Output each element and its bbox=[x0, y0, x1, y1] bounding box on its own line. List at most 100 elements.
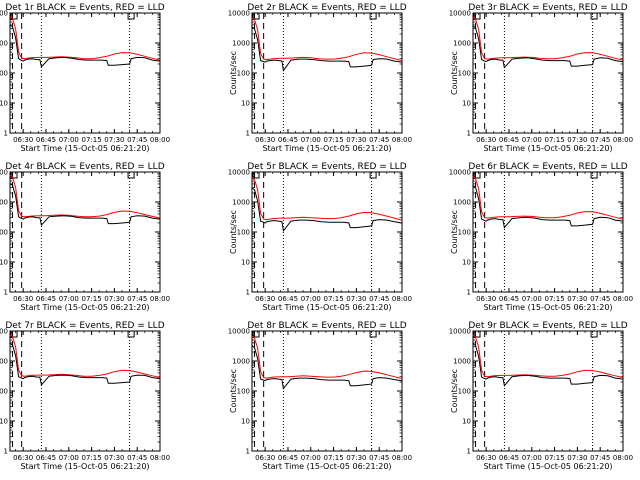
x-axis-label: Start Time (15-Oct-05 06:21:20) bbox=[262, 303, 391, 312]
y-tick-label: 100 bbox=[458, 229, 471, 237]
y-tick-label: 1000 bbox=[453, 199, 471, 207]
top-bracket-marker bbox=[473, 172, 481, 179]
y-tick-label: 1 bbox=[4, 448, 8, 456]
y-tick-label: 1000 bbox=[0, 199, 8, 207]
series-lld-line bbox=[251, 335, 403, 380]
x-axis-label: Start Time (15-Oct-05 06:21:20) bbox=[20, 303, 149, 312]
top-bracket-marker bbox=[369, 172, 377, 179]
series-lld-line bbox=[472, 176, 624, 220]
series-events-line bbox=[251, 187, 403, 233]
x-tick-label: 07:00 bbox=[301, 454, 321, 462]
series-events-line bbox=[472, 25, 624, 69]
x-tick-label: 07:15 bbox=[544, 136, 564, 144]
top-bracket-marker bbox=[590, 331, 598, 338]
x-tick-label: 07:15 bbox=[323, 136, 343, 144]
series-lld-line bbox=[9, 174, 161, 219]
x-tick-label: 07:00 bbox=[522, 136, 542, 144]
y-tick-label: 100 bbox=[237, 70, 250, 78]
chart-panel-8: Det 8r BLACK = Events, RED = LLD 1 10 100 10… bbox=[228, 321, 412, 471]
y-tick-label: 1 bbox=[246, 130, 250, 138]
x-tick-label: 07:30 bbox=[346, 295, 366, 303]
chart-title: Det 2r BLACK = Events, RED = LLD bbox=[247, 3, 406, 13]
series-events-line bbox=[472, 184, 624, 229]
top-bracket-marker bbox=[473, 13, 481, 20]
x-tick-label: 07:30 bbox=[567, 136, 587, 144]
y-tick-label: 100 bbox=[458, 70, 471, 78]
x-tick-label: 06:30 bbox=[13, 295, 33, 303]
x-tick-label: 07:30 bbox=[567, 295, 587, 303]
plot-frame bbox=[472, 171, 624, 293]
x-tick-label: 07:45 bbox=[369, 295, 389, 303]
top-bracket-marker bbox=[127, 13, 135, 20]
top-bracket-marker bbox=[590, 13, 598, 20]
x-axis-label: Start Time (15-Oct-05 06:21:20) bbox=[262, 462, 391, 471]
series-lld-line bbox=[251, 177, 403, 221]
x-tick-label: 07:30 bbox=[346, 454, 366, 462]
y-tick-label: 10000 bbox=[0, 328, 8, 336]
x-tick-label: 07:45 bbox=[590, 454, 610, 462]
y-tick-label: 10 bbox=[0, 100, 8, 108]
x-tick-label: 08:00 bbox=[613, 295, 633, 303]
series-events-line bbox=[9, 342, 161, 386]
y-tick-label: 10 bbox=[241, 259, 250, 267]
y-tick-label: 1000 bbox=[453, 40, 471, 48]
x-tick-label: 08:00 bbox=[392, 295, 412, 303]
plot-frame bbox=[9, 12, 161, 134]
x-tick-label: 06:45 bbox=[278, 295, 298, 303]
y-tick-label: 1 bbox=[246, 289, 250, 297]
chart-panel-6: Det 6r BLACK = Events, RED = LLD 1 10 100 10… bbox=[449, 162, 633, 312]
chart-title: Det 7r BLACK = Events, RED = LLD bbox=[5, 321, 164, 331]
x-tick-label: 07:00 bbox=[301, 295, 321, 303]
plot-frame bbox=[251, 171, 403, 293]
plot-frame bbox=[472, 12, 624, 134]
y-tick-label: 10 bbox=[0, 418, 8, 426]
chart-panel-1: Det 1r BLACK = Events, RED = LLD 1 10 100 10… bbox=[0, 3, 170, 153]
chart-panel-7: Det 7r BLACK = Events, RED = LLD 1 10 100 10… bbox=[0, 321, 170, 471]
chart-panel-9: Det 9r BLACK = Events, RED = LLD 1 10 100 10… bbox=[449, 321, 633, 471]
y-axis-label: Counts/sec bbox=[229, 51, 238, 95]
x-axis-label: Start Time (15-Oct-05 06:21:20) bbox=[262, 144, 391, 153]
x-tick-label: 07:15 bbox=[544, 454, 564, 462]
top-bracket-marker bbox=[590, 172, 598, 179]
series-lld-line bbox=[251, 17, 403, 62]
plot-frame bbox=[251, 12, 403, 134]
y-tick-label: 10 bbox=[241, 418, 250, 426]
x-tick-label: 06:30 bbox=[476, 136, 496, 144]
y-tick-label: 1 bbox=[246, 448, 250, 456]
x-tick-label: 07:00 bbox=[59, 454, 79, 462]
x-tick-label: 06:30 bbox=[13, 454, 33, 462]
x-tick-label: 08:00 bbox=[613, 454, 633, 462]
y-tick-label: 1 bbox=[467, 289, 471, 297]
series-events-line bbox=[9, 182, 161, 227]
plot-frame bbox=[9, 330, 161, 452]
series-lld-line bbox=[9, 16, 161, 61]
chart-title: Det 4r BLACK = Events, RED = LLD bbox=[5, 162, 164, 172]
top-bracket-marker bbox=[127, 172, 135, 179]
y-axis-label: Counts/sec bbox=[229, 210, 238, 254]
x-tick-label: 07:15 bbox=[81, 454, 101, 462]
x-tick-label: 06:45 bbox=[36, 295, 56, 303]
y-tick-label: 10 bbox=[462, 100, 471, 108]
y-tick-label: 1000 bbox=[0, 358, 8, 366]
x-tick-label: 08:00 bbox=[613, 136, 633, 144]
plot-frame bbox=[9, 171, 161, 293]
x-tick-label: 07:30 bbox=[104, 454, 124, 462]
chart-title: Det 5r BLACK = Events, RED = LLD bbox=[247, 162, 406, 172]
y-tick-label: 1 bbox=[467, 448, 471, 456]
series-lld-line bbox=[9, 334, 161, 379]
y-tick-label: 100 bbox=[0, 229, 8, 237]
x-tick-label: 06:30 bbox=[13, 136, 33, 144]
x-tick-label: 07:30 bbox=[104, 295, 124, 303]
x-tick-label: 08:00 bbox=[392, 454, 412, 462]
top-bracket-marker bbox=[10, 13, 18, 20]
x-tick-label: 06:30 bbox=[476, 454, 496, 462]
y-axis-label: Counts/sec bbox=[229, 369, 238, 413]
series-lld-line bbox=[472, 16, 624, 61]
x-tick-label: 08:00 bbox=[150, 454, 170, 462]
x-tick-label: 06:45 bbox=[278, 136, 298, 144]
x-tick-label: 07:45 bbox=[127, 136, 147, 144]
top-bracket-marker bbox=[10, 331, 18, 338]
top-bracket-marker bbox=[473, 331, 481, 338]
x-axis-label: Start Time (15-Oct-05 06:21:20) bbox=[20, 462, 149, 471]
